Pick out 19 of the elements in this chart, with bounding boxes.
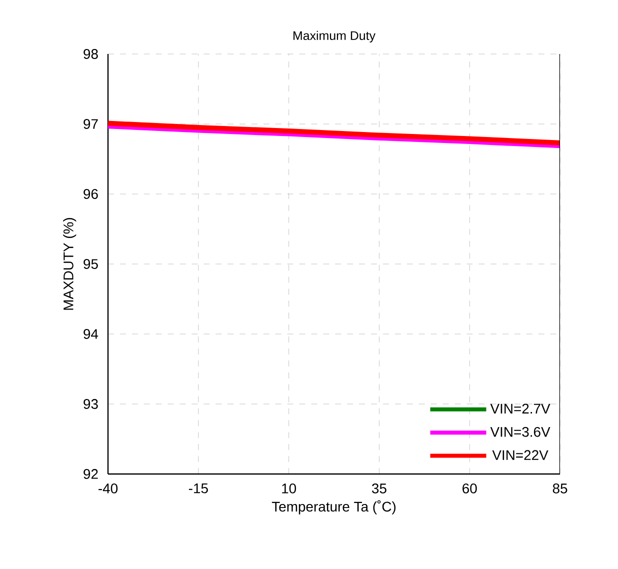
y-tick-label: 92 <box>84 469 98 479</box>
y-axis-title: MAXDUTY (%) <box>63 218 76 310</box>
x-tick-label: -15 <box>188 484 208 494</box>
chart-title: Maximum Duty <box>294 30 376 42</box>
x-tick-label: 35 <box>372 484 386 494</box>
y-tick-label: 93 <box>84 399 98 409</box>
legend-label: VIN=22V <box>492 450 548 460</box>
x-tick-label: 85 <box>552 484 568 494</box>
y-tick-label: 96 <box>84 189 98 199</box>
y-tick-label: 98 <box>84 49 98 59</box>
legend-label: VIN=2.7V <box>490 404 550 414</box>
y-tick-label: 95 <box>84 259 98 269</box>
x-tick-label: 10 <box>282 484 296 494</box>
x-axis-title: Temperature Ta (˚C) <box>272 500 396 514</box>
legend-label: VIN=3.6V <box>490 426 550 437</box>
x-tick-label: 60 <box>462 484 477 494</box>
x-tick-label: -40 <box>98 484 118 494</box>
y-tick-label: 94 <box>84 329 98 339</box>
y-tick-label: 97 <box>84 119 98 129</box>
